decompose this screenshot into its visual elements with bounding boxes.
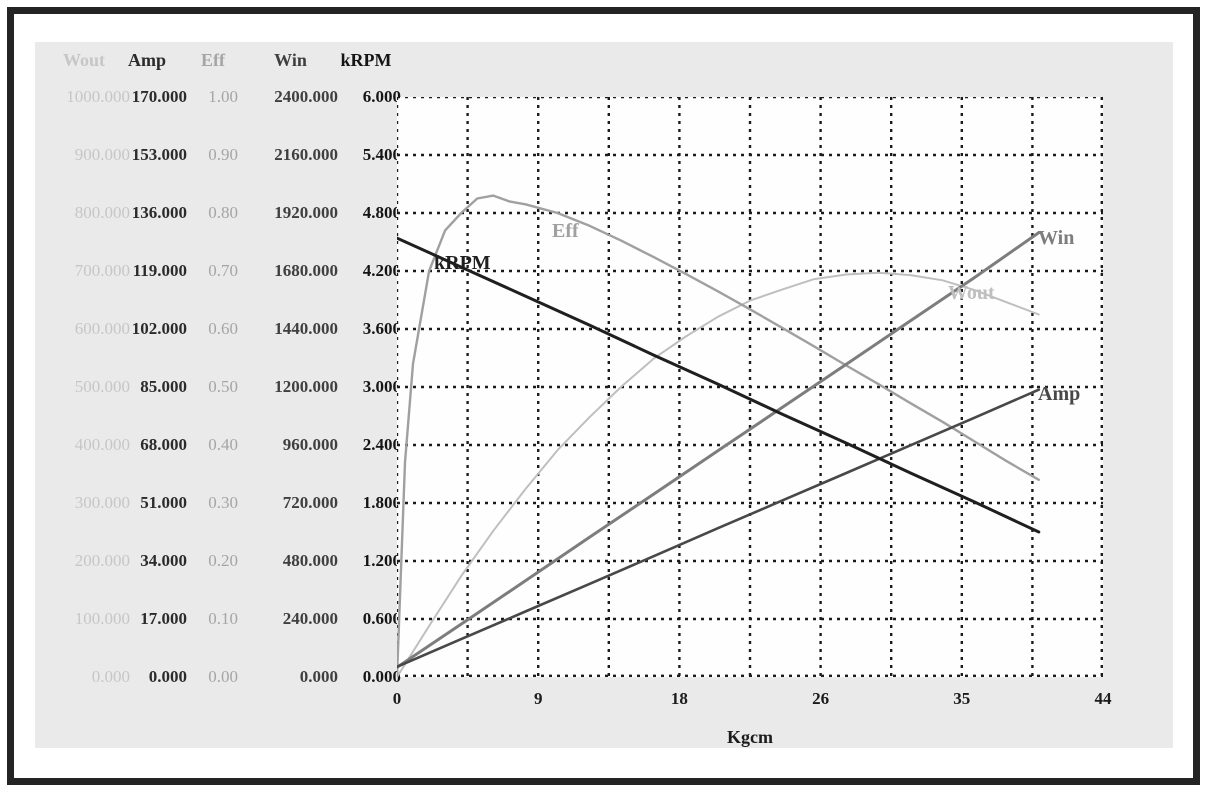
scale-value-amp-0: 170.000 (131, 87, 187, 106)
plot-area: Wout Eff Win Amp kRPM (397, 97, 1103, 677)
curve-amp (397, 388, 1041, 669)
scale-value-win-5: 1200.000 (274, 377, 338, 396)
scale-value-wout-6: 400.000 (74, 435, 130, 454)
scale-value-eff-5: 0.50 (208, 377, 238, 396)
scale-header-win: Win (274, 50, 307, 70)
scale-value-krpm-0: 6.000 (362, 87, 401, 106)
x-tick-9: 9 (533, 689, 543, 708)
scale-value-wout-0: 1000.000 (66, 87, 130, 106)
x-tick-18: 18 (670, 689, 688, 708)
scale-value-eff-4: 0.60 (208, 319, 238, 338)
scale-header-krpm: kRPM (340, 50, 392, 70)
plot-grid-and-curves (397, 97, 1103, 677)
scale-value-eff-7: 0.30 (208, 493, 238, 512)
x-tick-35: 35 (953, 689, 971, 708)
scale-value-krpm-2: 4.800 (362, 203, 401, 222)
scale-header-eff: Eff (201, 50, 225, 70)
scale-value-eff-10: 0.00 (208, 667, 238, 686)
curve-wout (397, 271, 1040, 677)
curve-win (397, 231, 1041, 669)
curve-label-eff: Eff (552, 220, 579, 242)
x-tick-26: 26 (812, 689, 830, 708)
scale-value-wout-9: 100.000 (74, 609, 130, 628)
scale-value-krpm-5: 3.000 (362, 377, 401, 396)
scale-value-eff-0: 1.00 (208, 87, 238, 106)
scale-value-win-2: 1920.000 (274, 203, 338, 222)
scale-value-amp-4: 102.000 (131, 319, 187, 338)
scale-value-amp-9: 17.000 (140, 609, 187, 628)
scale-value-amp-3: 119.000 (132, 261, 187, 280)
x-tick-44: 44 (1094, 689, 1112, 708)
scale-value-krpm-4: 3.600 (362, 319, 401, 338)
scale-value-amp-2: 136.000 (131, 203, 187, 222)
scale-value-eff-6: 0.40 (208, 435, 238, 454)
scale-value-wout-1: 900.000 (74, 145, 130, 164)
x-axis-label: Kgcm (727, 727, 773, 747)
scale-value-wout-5: 500.000 (74, 377, 130, 396)
scale-value-win-9: 240.000 (282, 609, 338, 628)
scale-value-eff-8: 0.20 (208, 551, 238, 570)
scale-value-wout-7: 300.000 (74, 493, 130, 512)
scale-value-win-1: 2160.000 (274, 145, 338, 164)
scale-value-wout-2: 800.000 (74, 203, 130, 222)
scale-value-krpm-3: 4.200 (362, 261, 401, 280)
scale-header-amp: Amp (127, 50, 166, 70)
scale-value-krpm-7: 1.800 (362, 493, 401, 512)
x-tick-0: 0 (392, 689, 402, 708)
scale-value-win-8: 480.000 (282, 551, 338, 570)
scale-value-win-7: 720.000 (282, 493, 338, 512)
scale-value-eff-1: 0.90 (208, 145, 238, 164)
scale-value-amp-5: 85.000 (140, 377, 187, 396)
scale-value-krpm-9: 0.600 (362, 609, 401, 628)
scale-value-win-6: 960.000 (282, 435, 338, 454)
curve-eff (397, 194, 1040, 677)
scale-value-eff-3: 0.70 (208, 261, 238, 280)
scale-value-win-0: 2400.000 (274, 87, 338, 106)
scale-value-krpm-10: 0.000 (362, 667, 401, 686)
scale-value-eff-9: 0.10 (208, 609, 238, 628)
scale-value-wout-4: 600.000 (74, 319, 130, 338)
scale-value-amp-10: 0.000 (148, 667, 187, 686)
scale-value-amp-6: 68.000 (140, 435, 187, 454)
scale-header-wout: Wout (62, 50, 105, 70)
curve-label-wout: Wout (948, 282, 995, 304)
curve-krpm (397, 236, 1041, 534)
curve-label-amp: Amp (1038, 383, 1081, 405)
scale-value-win-3: 1680.000 (274, 261, 338, 280)
scale-value-amp-8: 34.000 (140, 551, 187, 570)
scale-value-eff-2: 0.80 (208, 203, 238, 222)
scale-value-amp-7: 51.000 (140, 493, 187, 512)
chart-panel: Wout 1000.000 900.000 800.000 700.000 600.000… (35, 42, 1173, 748)
scale-value-krpm-1: 5.400 (362, 145, 401, 164)
curve-label-win: Win (1038, 227, 1075, 249)
scale-value-amp-1: 153.000 (131, 145, 187, 164)
scale-value-wout-8: 200.000 (74, 551, 130, 570)
scale-value-wout-3: 700.000 (74, 261, 130, 280)
scale-value-win-10: 0.000 (299, 667, 338, 686)
scale-value-krpm-6: 2.400 (362, 435, 401, 454)
scale-value-wout-10: 0.000 (91, 667, 130, 686)
scale-value-win-4: 1440.000 (274, 319, 338, 338)
scale-value-krpm-8: 1.200 (362, 551, 401, 570)
curve-label-krpm: kRPM (434, 252, 491, 274)
